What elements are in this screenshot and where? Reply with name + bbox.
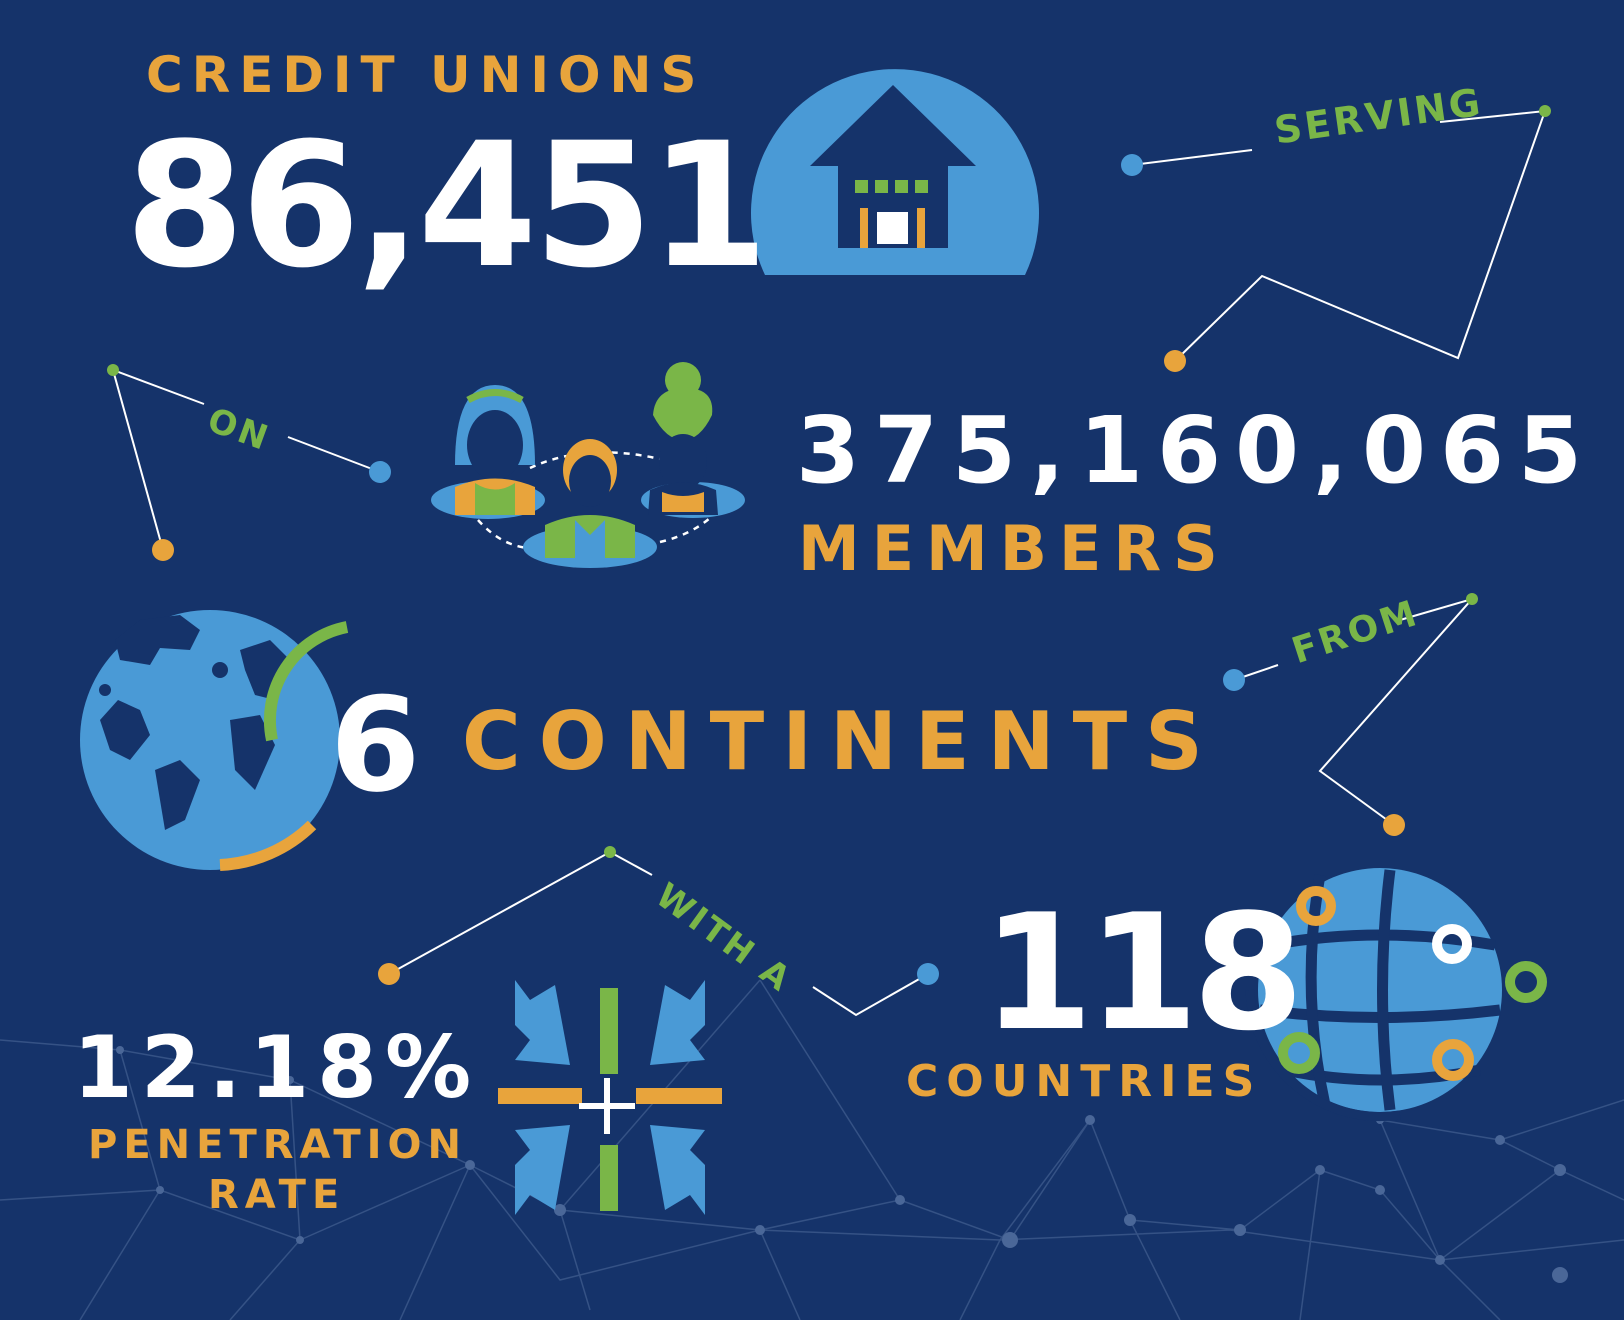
penetration-value: 12.18%: [73, 1018, 480, 1118]
countries-value: 118: [982, 879, 1304, 1066]
pin-green-left: [1278, 1032, 1320, 1074]
countries-label: COUNTRIES: [906, 1056, 1263, 1107]
connector-dot: [1466, 593, 1478, 605]
connector-dot: [369, 461, 391, 483]
credit-unions-value: 86,451: [125, 105, 769, 306]
pin-orange-top: [1296, 886, 1336, 926]
connector-with-a-lines: [388, 850, 929, 1017]
globe-icon: [80, 610, 349, 871]
map-pins-globe-icon: [1245, 868, 1547, 1122]
connector-dot: [1383, 814, 1405, 836]
connector-serving-lines: [1131, 109, 1547, 362]
connector-dot: [1121, 154, 1143, 176]
connector-dot: [1223, 669, 1245, 691]
people-icon: [431, 362, 745, 568]
connector-dot: [152, 539, 174, 561]
connector-dot: [107, 364, 119, 376]
members-label: MEMBERS: [798, 512, 1230, 585]
continents-value: 6: [330, 669, 421, 821]
connector-on-lines: [111, 368, 381, 551]
pin-green-right: [1505, 961, 1547, 1003]
continents-label: CONTINENTS: [462, 695, 1221, 788]
connector-dot: [1539, 105, 1551, 117]
pin-orange-bottom: [1432, 1039, 1474, 1081]
house-icon: [751, 69, 1039, 275]
connector-dot: [917, 963, 939, 985]
connector-dot: [1164, 350, 1186, 372]
pin-white: [1432, 924, 1472, 964]
focus-arrows-icon: [498, 980, 722, 1215]
credit-unions-label: CREDIT UNIONS: [146, 46, 706, 104]
penetration-label-line1: PENETRATION: [88, 1122, 468, 1168]
members-value: 375,160,065: [796, 397, 1597, 504]
connector-dot: [378, 963, 400, 985]
connector-dot: [604, 846, 616, 858]
penetration-label-line2: RATE: [208, 1172, 346, 1218]
